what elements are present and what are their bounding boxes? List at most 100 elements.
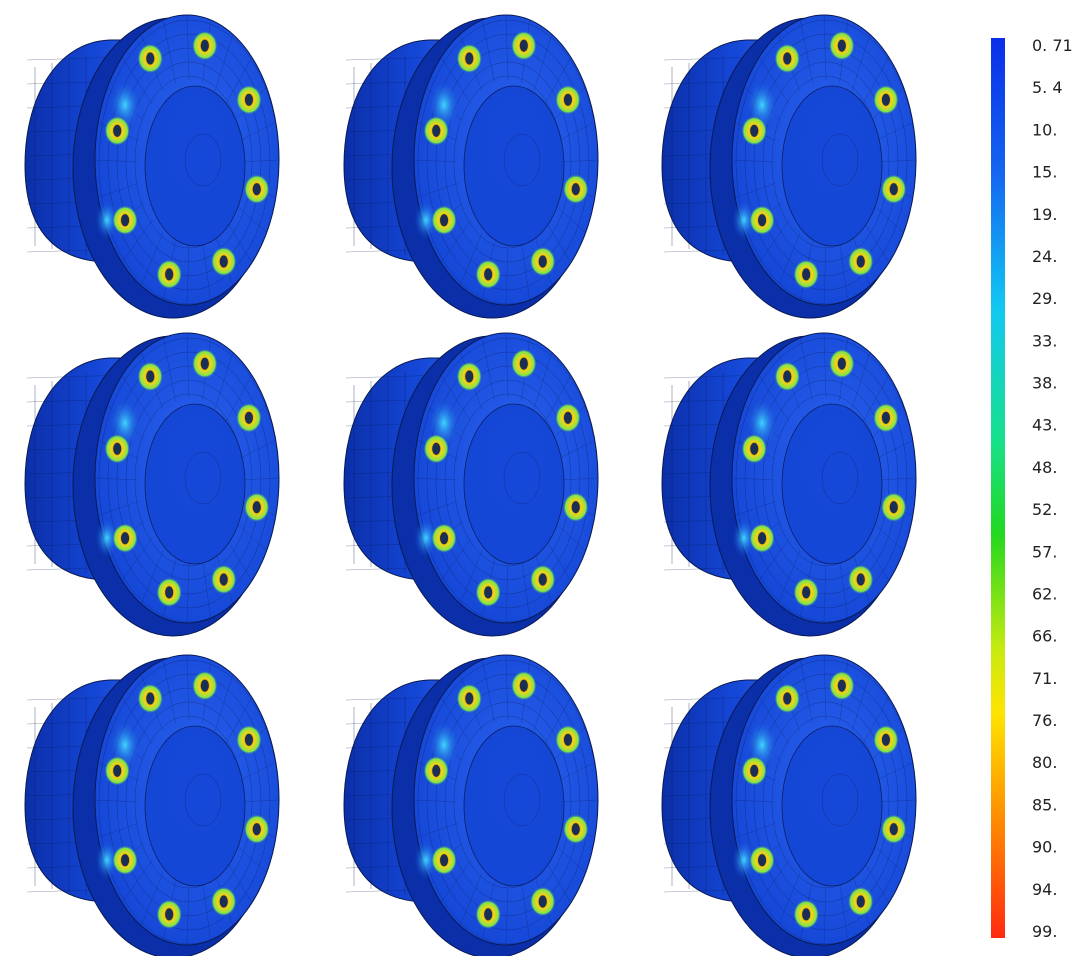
- legend-tick-label: 38.: [1032, 374, 1057, 393]
- bolt-hole: [112, 441, 123, 456]
- bolt-hole: [439, 531, 449, 546]
- flange-part: [343, 332, 599, 637]
- bolt-hole: [518, 356, 529, 371]
- bolt-hole: [563, 732, 573, 747]
- legend-tick-label: 33.: [1032, 331, 1057, 350]
- legend-tick-label: 5. 4: [1032, 78, 1063, 97]
- bolt-hole: [757, 853, 767, 868]
- bolt-hole: [244, 92, 254, 107]
- flange-face: [413, 14, 599, 306]
- stress-zone: [414, 200, 438, 240]
- bolt-hole-group: [741, 348, 907, 608]
- bolt-hole-group: [423, 348, 589, 608]
- stress-zone: [732, 840, 756, 880]
- bolt-hole: [218, 254, 229, 269]
- flange-part: [661, 654, 917, 956]
- bolt-hole: [199, 356, 210, 371]
- flange-bore: [144, 725, 246, 887]
- bolt-hole: [570, 822, 581, 837]
- legend-tick-label: 48.: [1032, 458, 1057, 477]
- flange-part: [24, 14, 280, 319]
- bolt-hole: [855, 894, 866, 909]
- bolt-hole-group: [741, 670, 907, 930]
- bolt-hole: [537, 254, 548, 269]
- bolt-hole: [164, 585, 175, 600]
- flange-bore: [144, 403, 246, 565]
- stress-zone: [732, 200, 756, 240]
- stress-zone: [414, 840, 438, 880]
- bolt-hole: [749, 123, 760, 138]
- legend-tick-label: 99.: [1032, 922, 1057, 941]
- bolt-hole: [855, 254, 866, 269]
- flange-part: [343, 14, 599, 319]
- flange-part: [661, 332, 917, 637]
- flange-bore: [463, 725, 565, 887]
- legend-tick-label: 19.: [1032, 205, 1057, 224]
- legend-tick-label: 0. 71: [1032, 36, 1073, 55]
- bolt-hole-group: [104, 670, 270, 930]
- flange-bore: [781, 403, 883, 565]
- bolt-hole: [881, 92, 891, 107]
- bolt-hole: [439, 853, 449, 868]
- bolt-hole: [483, 267, 494, 282]
- bolt-hole: [145, 51, 156, 66]
- flange-face: [94, 654, 280, 946]
- bolt-hole: [888, 822, 899, 837]
- legend-tick-label: 29.: [1032, 289, 1057, 308]
- flange-part: [24, 332, 280, 637]
- flange-face: [731, 14, 917, 306]
- flange-bore: [463, 85, 565, 247]
- bolt-hole: [251, 182, 262, 197]
- legend-tick-label: 10.: [1032, 120, 1057, 139]
- flange-bore: [463, 403, 565, 565]
- bolt-hole-group: [104, 30, 270, 290]
- bolt-hole: [801, 267, 812, 282]
- bolt-hole: [120, 853, 130, 868]
- flange-face: [94, 332, 280, 624]
- legend-tick-label: 57.: [1032, 542, 1057, 561]
- legend-tick-label: 90.: [1032, 838, 1057, 857]
- flange-part: [343, 654, 599, 956]
- stress-zone: [732, 518, 756, 558]
- bolt-hole: [483, 585, 494, 600]
- bolt-hole: [563, 92, 573, 107]
- bolt-hole: [164, 907, 175, 922]
- bolt-hole: [888, 182, 899, 197]
- bolt-hole: [244, 410, 254, 425]
- bolt-hole: [120, 213, 130, 228]
- flange-bore: [144, 85, 246, 247]
- bolt-hole: [570, 500, 581, 515]
- bolt-hole: [749, 763, 760, 778]
- legend-tick-labels: 0. 71 5. 4 10. 15. 19. 24. 29. 33. 38. 43. 48. 52. 5…: [1032, 36, 1073, 941]
- bolt-hole: [251, 822, 262, 837]
- bolt-hole: [112, 123, 123, 138]
- stress-color-legend: 0. 71 5. 4 10. 15. 19. 24. 29. 33. 38. 43. 48. 52. 5…: [991, 36, 1073, 941]
- legend-tick-label: 62.: [1032, 584, 1057, 603]
- bolt-hole: [199, 38, 210, 53]
- bolt-hole: [801, 907, 812, 922]
- bolt-hole: [836, 38, 847, 53]
- flange-face: [413, 654, 599, 946]
- bolt-hole: [782, 51, 793, 66]
- bolt-hole: [431, 763, 442, 778]
- stress-zone: [95, 200, 119, 240]
- bolt-hole: [836, 356, 847, 371]
- bolt-hole: [251, 500, 262, 515]
- flange-results-grid: [24, 14, 917, 956]
- bolt-hole: [749, 441, 760, 456]
- bolt-hole: [782, 691, 793, 706]
- bolt-hole: [439, 213, 449, 228]
- bolt-hole: [431, 441, 442, 456]
- bolt-hole: [145, 691, 156, 706]
- bolt-hole: [112, 763, 123, 778]
- bolt-hole: [563, 410, 573, 425]
- bolt-hole: [782, 369, 793, 384]
- bolt-hole: [801, 585, 812, 600]
- bolt-hole: [218, 572, 229, 587]
- legend-color-bar: [991, 38, 1005, 938]
- bolt-hole: [120, 531, 130, 546]
- bolt-hole: [464, 691, 475, 706]
- legend-tick-label: 52.: [1032, 500, 1057, 519]
- flange-part: [661, 14, 917, 319]
